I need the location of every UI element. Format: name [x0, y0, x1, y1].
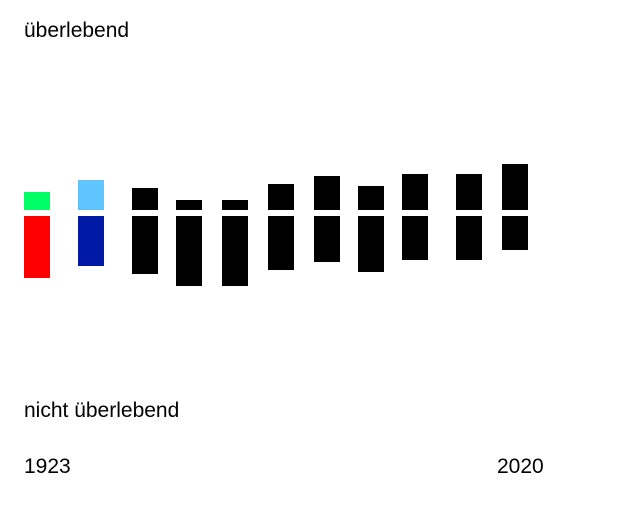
top-label: überlebend: [24, 19, 130, 42]
bar-survived-8: [402, 174, 428, 210]
x-end-label: 2020: [497, 455, 544, 478]
bar-survived-4: [222, 200, 248, 210]
bar-not-survived-1: [78, 216, 104, 266]
bar-not-survived-6: [314, 216, 340, 262]
bar-survived-3: [176, 200, 202, 210]
bar-survived-2: [132, 188, 158, 210]
bar-not-survived-2: [132, 216, 158, 274]
bar-not-survived-0: [24, 216, 50, 278]
bar-survived-1: [78, 180, 104, 210]
bar-not-survived-4: [222, 216, 248, 286]
bar-survived-9: [456, 174, 482, 210]
bar-not-survived-7: [358, 216, 384, 272]
bar-not-survived-10: [502, 216, 528, 250]
bar-not-survived-9: [456, 216, 482, 260]
bar-not-survived-8: [402, 216, 428, 260]
bar-not-survived-3: [176, 216, 202, 286]
x-start-label: 1923: [24, 455, 71, 478]
bar-not-survived-5: [268, 216, 294, 270]
bar-survived-7: [358, 186, 384, 210]
bottom-label: nicht überlebend: [24, 399, 180, 422]
bar-survived-5: [268, 184, 294, 210]
bar-survived-0: [24, 192, 50, 210]
bar-survived-6: [314, 176, 340, 210]
bar-survived-10: [502, 164, 528, 210]
